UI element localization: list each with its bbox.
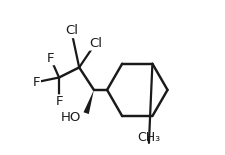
Text: F: F: [55, 95, 63, 108]
Text: Cl: Cl: [89, 37, 102, 50]
Text: HO: HO: [60, 111, 81, 124]
Text: F: F: [33, 76, 40, 89]
Polygon shape: [83, 90, 94, 114]
Text: F: F: [47, 52, 54, 65]
Text: Cl: Cl: [65, 24, 78, 38]
Text: CH₃: CH₃: [137, 131, 160, 144]
